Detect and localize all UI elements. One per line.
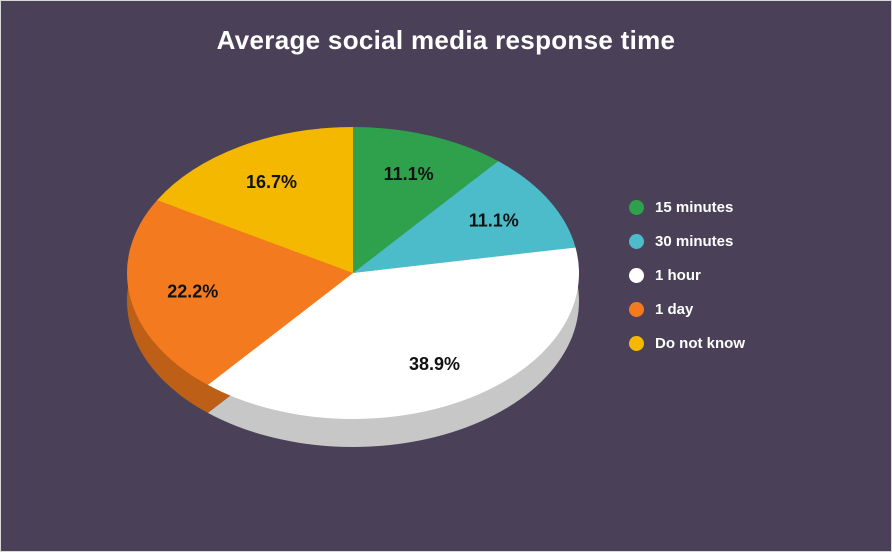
pie-slice-do-not-know xyxy=(157,127,353,273)
pie-percent-label-1-day: 22.2% xyxy=(167,281,218,301)
legend: 15 minutes 30 minutes 1 hour 1 day Do no… xyxy=(629,199,745,352)
pie-percent-label-30-minutes: 11.1% xyxy=(469,210,519,230)
pie-percent-label-do-not-know: 16.7% xyxy=(246,172,297,192)
pie-slice-30-minutes xyxy=(353,161,576,273)
pie-slice-1-hour xyxy=(207,247,579,420)
legend-label-do-not-know: Do not know xyxy=(655,335,745,352)
legend-label-1-hour: 1 hour xyxy=(655,267,701,284)
legend-label-1-day: 1 day xyxy=(655,301,694,318)
legend-swatch-1-day xyxy=(629,302,644,317)
pie-percent-label-15-minutes: 11.1% xyxy=(384,164,434,184)
legend-item-15-minutes: 15 minutes xyxy=(629,199,745,216)
legend-swatch-30-minutes xyxy=(629,234,644,249)
pie-percent-label-1-hour: 38.9% xyxy=(409,354,460,374)
legend-item-30-minutes: 30 minutes xyxy=(629,233,745,250)
legend-swatch-15-minutes xyxy=(629,200,644,215)
legend-label-15-minutes: 15 minutes xyxy=(655,199,734,216)
legend-swatch-1-hour xyxy=(629,268,644,283)
legend-item-1-hour: 1 hour xyxy=(629,267,745,284)
legend-swatch-do-not-know xyxy=(629,336,644,351)
pie-slice-15-minutes xyxy=(353,127,499,273)
legend-label-30-minutes: 30 minutes xyxy=(655,233,734,250)
legend-item-do-not-know: Do not know xyxy=(629,335,745,352)
chart-title: Average social media response time xyxy=(216,25,676,55)
pie-slice-1-day xyxy=(126,200,353,385)
legend-item-1-day: 1 day xyxy=(629,301,745,318)
